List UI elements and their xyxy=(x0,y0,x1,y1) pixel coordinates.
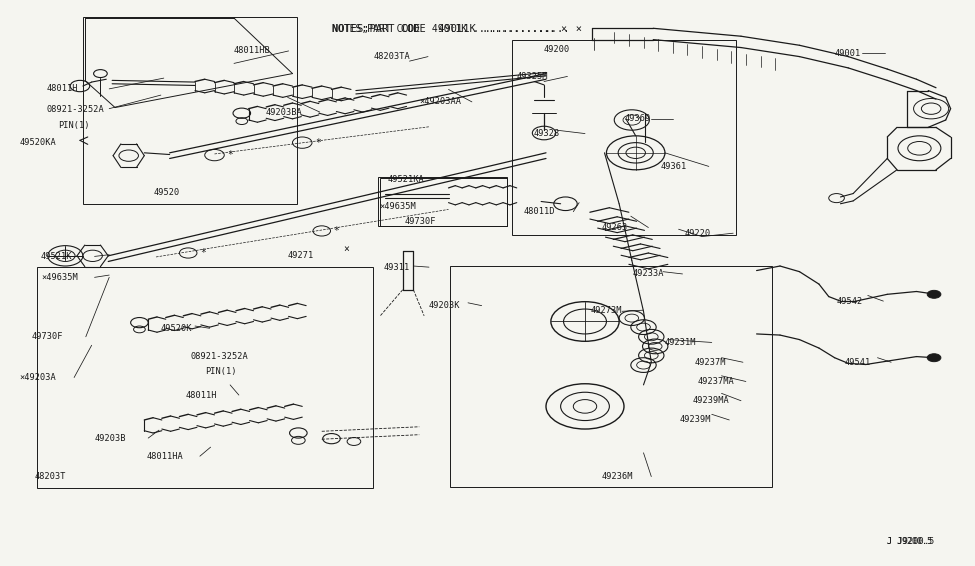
Text: 49203B: 49203B xyxy=(95,434,126,443)
Text: 48011HA: 48011HA xyxy=(146,452,183,461)
Text: 48011H: 48011H xyxy=(47,84,78,93)
Circle shape xyxy=(927,354,941,362)
Text: J J9200.5: J J9200.5 xyxy=(887,537,932,546)
Text: 49361: 49361 xyxy=(661,162,687,171)
Text: 49237MA: 49237MA xyxy=(697,377,734,386)
Text: ×: × xyxy=(343,244,349,254)
Text: 49271: 49271 xyxy=(288,251,314,260)
Text: 48011HB: 48011HB xyxy=(234,46,271,55)
Text: 48011H: 48011H xyxy=(185,391,216,400)
Text: 49520K: 49520K xyxy=(161,324,192,333)
Text: 48203T: 48203T xyxy=(34,472,65,481)
Text: 49520: 49520 xyxy=(153,188,179,197)
Bar xyxy=(378,177,507,226)
Circle shape xyxy=(927,290,941,298)
Bar xyxy=(83,17,297,204)
Bar xyxy=(512,40,736,235)
Text: ×49635M: ×49635M xyxy=(379,202,416,211)
Text: 49263: 49263 xyxy=(602,223,628,232)
Text: 49730F: 49730F xyxy=(31,332,62,341)
Text: *: * xyxy=(315,138,321,148)
Text: J J9200.5: J J9200.5 xyxy=(887,537,934,546)
Text: 48011D: 48011D xyxy=(524,207,555,216)
Text: 49328: 49328 xyxy=(533,129,560,138)
Text: *: * xyxy=(200,248,206,258)
Text: 08921-3252A: 08921-3252A xyxy=(190,352,248,361)
Text: 49542: 49542 xyxy=(837,297,863,306)
Text: 49220: 49220 xyxy=(684,229,711,238)
Text: ×49635M: ×49635M xyxy=(41,273,78,282)
Text: NOTES;PART CODE  490l1K .............. ×: NOTES;PART CODE 490l1K .............. × xyxy=(332,24,566,35)
Text: 49200: 49200 xyxy=(544,45,570,54)
Text: 49520KA: 49520KA xyxy=(20,138,57,147)
Text: NOTES;PART CODE  490l1K .............. ×: NOTES;PART CODE 490l1K .............. × xyxy=(332,24,581,35)
Text: 49369: 49369 xyxy=(625,114,651,123)
Text: 49325M: 49325M xyxy=(517,72,548,81)
Text: 49203K: 49203K xyxy=(429,301,460,310)
Text: 49233A: 49233A xyxy=(633,269,664,278)
Text: 49521KA: 49521KA xyxy=(388,175,425,185)
Text: *: * xyxy=(333,226,339,236)
Text: 49730F: 49730F xyxy=(405,217,436,226)
Text: 49521K: 49521K xyxy=(41,252,72,261)
Text: 49311: 49311 xyxy=(383,263,410,272)
Text: ×49203AA: ×49203AA xyxy=(419,97,461,106)
Text: 49236M: 49236M xyxy=(602,472,633,481)
Text: 49239MA: 49239MA xyxy=(692,396,729,405)
Bar xyxy=(37,267,373,488)
Text: 49541: 49541 xyxy=(844,358,871,367)
Bar xyxy=(380,178,507,226)
Text: 08921-3252A: 08921-3252A xyxy=(47,105,104,114)
Text: 49001: 49001 xyxy=(835,49,861,58)
Text: 49239M: 49239M xyxy=(680,415,711,424)
Text: 48203TA: 48203TA xyxy=(373,52,410,61)
Text: 49203BA: 49203BA xyxy=(265,108,302,117)
Text: PIN(1): PIN(1) xyxy=(58,121,90,130)
Text: 49273M: 49273M xyxy=(591,306,622,315)
Text: ×49203A: ×49203A xyxy=(20,373,57,382)
Bar xyxy=(450,266,772,487)
Text: 49237M: 49237M xyxy=(694,358,725,367)
Text: *: * xyxy=(227,150,233,160)
Text: 49231M: 49231M xyxy=(665,338,696,347)
Text: PIN(1): PIN(1) xyxy=(205,367,236,376)
